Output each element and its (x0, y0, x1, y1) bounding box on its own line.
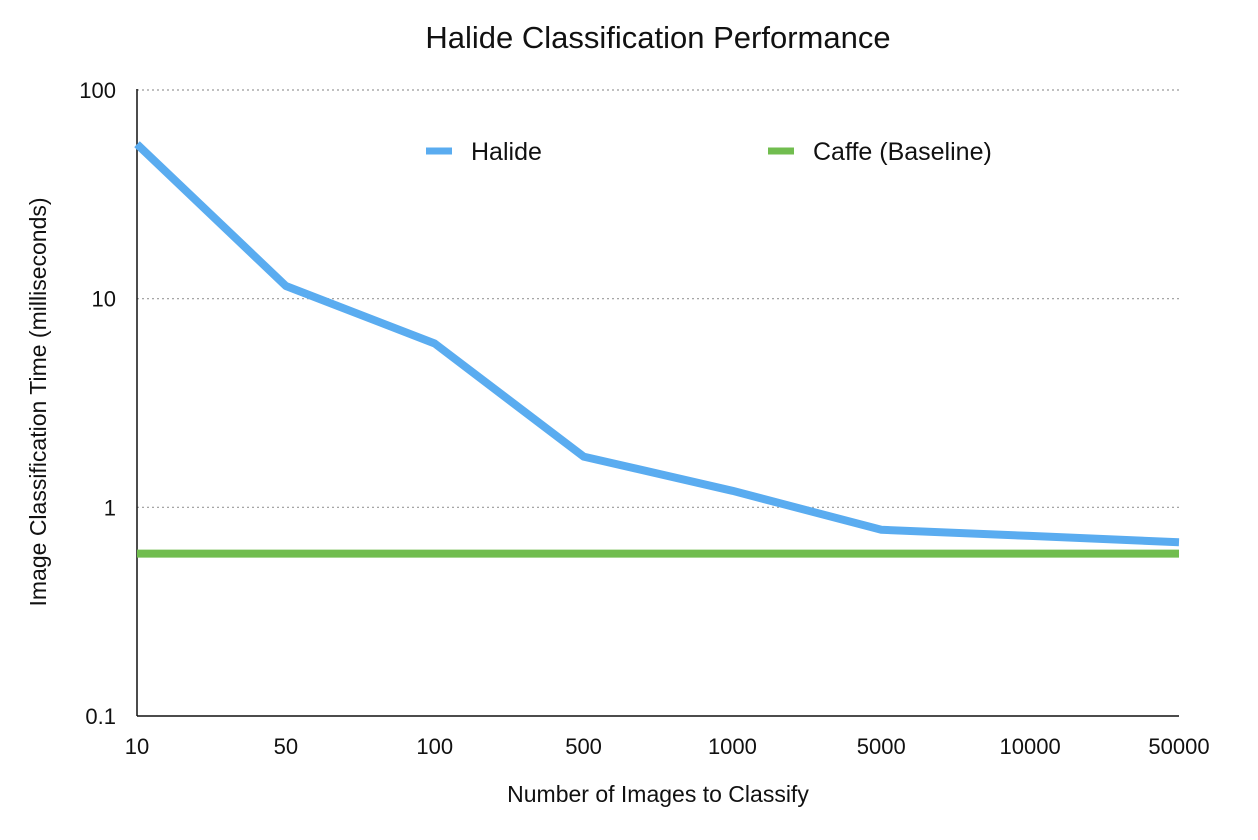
y-tick-labels: 0.1 1 10 100 (79, 78, 116, 729)
x-tick-label: 1000 (708, 734, 757, 759)
x-tick-label: 50000 (1148, 734, 1209, 759)
x-tick-label: 10000 (1000, 734, 1061, 759)
y-axis-label: Image Classification Time (milliseconds) (25, 197, 51, 606)
y-tick-label: 100 (79, 78, 116, 103)
x-tick-label: 500 (565, 734, 602, 759)
chart-title: Halide Classification Performance (425, 20, 890, 55)
y-tick-label: 10 (92, 287, 116, 312)
series-line-halide (134, 141, 1180, 547)
y-tick-label: 1 (104, 495, 116, 520)
legend-label-caffe-baseline: Caffe (Baseline) (813, 138, 992, 166)
legend: Halide Caffe (Baseline) (426, 138, 992, 166)
x-tick-label: 50 (274, 734, 298, 759)
x-tick-label: 100 (416, 734, 453, 759)
x-tick-labels: 10 50 100 500 1000 5000 10000 50000 (125, 734, 1210, 759)
x-tick-label: 5000 (857, 734, 906, 759)
grid-lines (137, 89, 1179, 508)
y-tick-label: 0.1 (85, 704, 116, 729)
x-tick-label: 10 (125, 734, 149, 759)
x-axis-label: Number of Images to Classify (507, 781, 809, 807)
legend-label-halide: Halide (471, 138, 542, 166)
series-lines (134, 141, 1180, 558)
